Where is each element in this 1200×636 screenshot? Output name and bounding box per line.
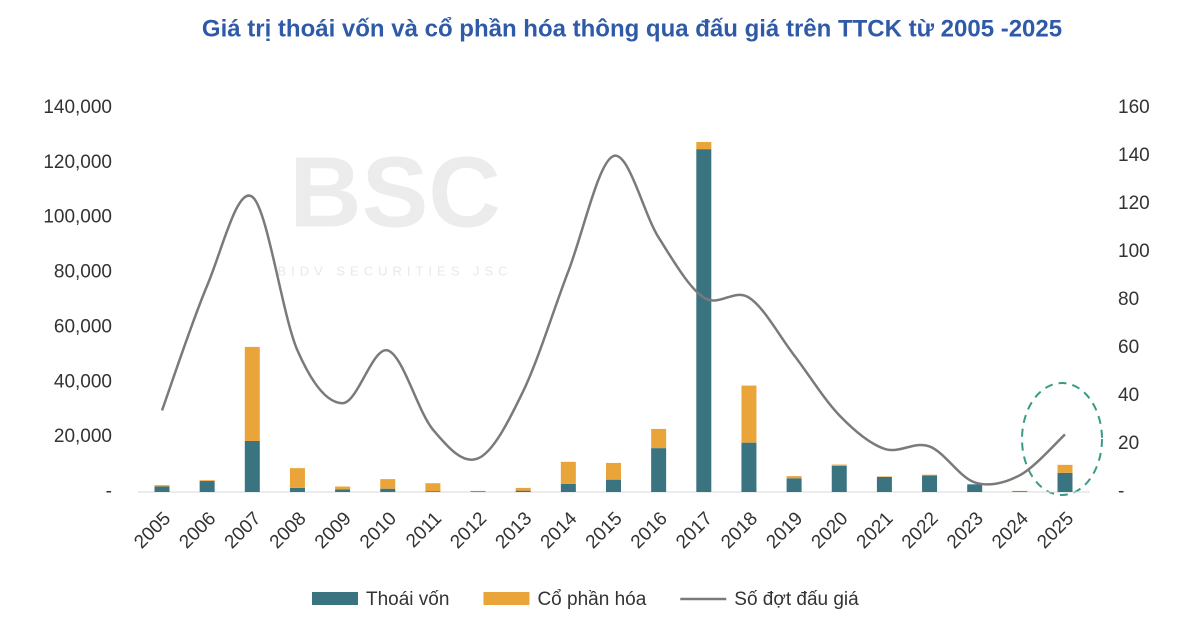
y2-tick-label: 100 (1118, 241, 1150, 262)
x-tick-label: 2005 (130, 508, 175, 553)
y2-tick-label: 120 (1118, 193, 1150, 214)
bar (380, 489, 395, 492)
x-tick-label: 2011 (402, 508, 446, 552)
bar (1058, 473, 1073, 492)
y-tick-label: 120,000 (43, 152, 112, 173)
bar (290, 468, 305, 488)
bar (877, 476, 892, 477)
legend-label: Thoái vốn (366, 589, 449, 610)
bar (380, 479, 395, 489)
watermark-subtitle: BIDV SECURITIES JSC (277, 263, 512, 278)
bar (787, 478, 802, 492)
bar (471, 491, 486, 492)
y-tick-label: 40,000 (54, 371, 112, 392)
legend-swatch (483, 592, 529, 605)
watermark: BSC (289, 136, 500, 248)
bar (516, 488, 531, 491)
x-tick-label: 2014 (537, 508, 582, 553)
legend-swatch (312, 592, 358, 605)
x-tick-label: 2019 (762, 508, 807, 553)
x-tick-label: 2022 (898, 508, 943, 553)
bar (1012, 491, 1027, 492)
y-tick-label: 60,000 (54, 316, 112, 337)
bar (922, 475, 937, 476)
bar (155, 487, 170, 492)
bar (651, 429, 666, 448)
x-tick-label: 2020 (808, 508, 853, 553)
bar (471, 491, 486, 492)
legend-label: Số đợt đấu giá (734, 589, 859, 610)
bar (155, 485, 170, 486)
bar (741, 443, 756, 492)
y2-tick-label: 40 (1118, 385, 1139, 406)
bar (200, 481, 215, 492)
x-tick-label: 2018 (717, 508, 762, 553)
bar (335, 489, 350, 492)
bar (561, 484, 576, 492)
y-tick-label: 20,000 (54, 426, 112, 447)
bar (741, 386, 756, 443)
x-tick-label: 2015 (582, 508, 627, 553)
bar (696, 142, 711, 149)
y2-tick-label: 80 (1118, 289, 1139, 310)
x-tick-label: 2006 (175, 508, 220, 553)
x-tick-label: 2023 (943, 508, 988, 553)
bar (561, 462, 576, 484)
bar (696, 149, 711, 492)
x-tick-label: 2016 (627, 508, 672, 553)
bar (516, 491, 531, 492)
bar (290, 488, 305, 492)
bar (832, 466, 847, 492)
x-tick-label: 2017 (672, 508, 717, 553)
x-tick-label: 2009 (311, 508, 356, 553)
bar (832, 465, 847, 466)
bar (425, 491, 440, 492)
y-tick-label: 140,000 (43, 97, 112, 118)
y2-tick-label: 60 (1118, 337, 1139, 358)
bar (425, 483, 440, 491)
y-tick-label: 80,000 (54, 262, 112, 283)
x-tick-label: 2008 (266, 508, 311, 553)
bar (606, 480, 621, 492)
bar (787, 476, 802, 478)
bar (245, 347, 260, 441)
x-tick-label: 2021 (853, 508, 898, 553)
y2-tick-label: 20 (1118, 433, 1139, 454)
bar (651, 448, 666, 492)
bar (245, 441, 260, 492)
legend-label: Cổ phần hóa (537, 589, 646, 610)
y2-tick-label: - (1118, 481, 1124, 502)
bar (967, 484, 982, 492)
bar (922, 476, 937, 492)
x-tick-label: 2025 (1033, 508, 1078, 553)
chart-title: Giá trị thoái vốn và cổ phần hóa thông q… (202, 15, 1062, 42)
y2-tick-label: 140 (1118, 145, 1150, 166)
bar (335, 487, 350, 490)
y-tick-label: 100,000 (43, 207, 112, 228)
y-tick-label: - (106, 481, 112, 502)
x-tick-label: 2024 (988, 508, 1033, 553)
x-tick-label: 2007 (221, 508, 266, 553)
x-tick-label: 2013 (492, 508, 537, 553)
bar (1058, 465, 1073, 473)
bar (606, 463, 621, 480)
x-tick-label: 2012 (446, 508, 491, 553)
bar (877, 477, 892, 492)
bar (200, 480, 215, 481)
y2-tick-label: 160 (1118, 97, 1150, 118)
x-tick-label: 2010 (356, 508, 401, 553)
